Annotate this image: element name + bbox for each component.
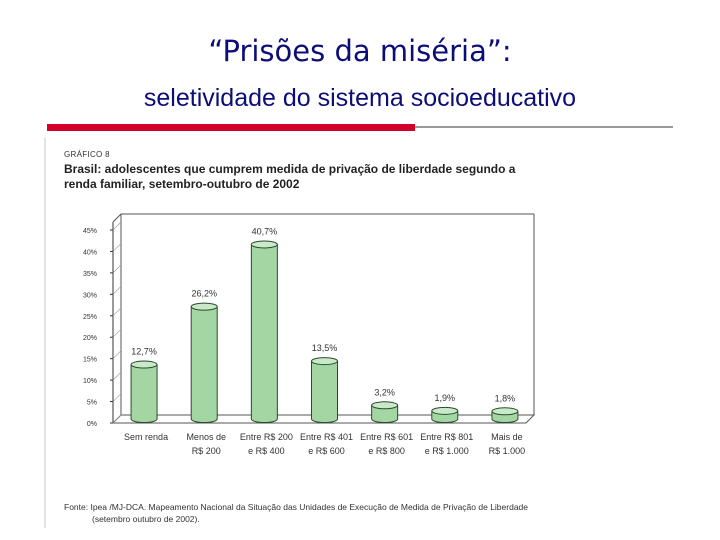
bar <box>190 306 218 423</box>
x-tick-label: e R$ 1.000 <box>425 446 469 456</box>
slide-title: “Prisões da miséria”: <box>208 34 512 68</box>
x-tick-label: Mais de <box>491 432 523 442</box>
y-tick-label: 5% <box>87 400 97 407</box>
x-tick-label: Entre R$ 200 <box>240 432 293 442</box>
y-tick-label: 20% <box>83 335 97 342</box>
bar <box>311 361 338 423</box>
y-tick-label: 40% <box>83 249 97 256</box>
x-tick-label: R$ 200 <box>192 446 221 456</box>
x-tick-label: Sem renda <box>124 432 168 442</box>
y-tick-label: 45% <box>83 228 97 235</box>
bar-top <box>371 401 399 410</box>
x-tick-label: e R$ 600 <box>308 446 345 456</box>
y-tick-depth <box>112 264 122 274</box>
figure-panel <box>50 138 678 528</box>
bar-top <box>431 406 459 415</box>
y-tick-label: 10% <box>83 378 97 385</box>
x-tick-label: Menos de <box>186 432 226 442</box>
y-tick-depth <box>112 307 122 316</box>
bar-top <box>190 302 218 311</box>
x-tick-label: Entre R$ 401 <box>300 432 353 442</box>
panel-edge-left <box>44 138 46 528</box>
x-tick-label: e R$ 400 <box>248 446 285 456</box>
data-label: 1,9% <box>435 393 456 403</box>
y-tick-label: 25% <box>83 314 97 321</box>
bar-top <box>130 360 158 369</box>
y-tick-label: 35% <box>83 271 97 278</box>
bar-top <box>311 357 338 366</box>
bar <box>371 405 399 423</box>
data-label: 1,8% <box>495 393 516 403</box>
y-tick-label: 15% <box>83 357 97 364</box>
source-line-1: Fonte: Ipea /MJ-DCA. Mapeamento Nacional… <box>64 502 529 512</box>
y-tick-depth <box>112 329 122 338</box>
plot-corner <box>112 213 122 223</box>
data-label: 40,7% <box>252 226 278 236</box>
y-tick-depth <box>112 371 122 381</box>
slide-subtitle: seletividade do sistema socioeducativo <box>143 84 577 112</box>
x-tick-label: R$ 1.000 <box>489 446 526 456</box>
data-label: 26,2% <box>191 289 217 299</box>
y-tick-depth <box>112 393 122 402</box>
x-tick-label: Entre R$ 601 <box>360 432 413 442</box>
bar-top <box>250 240 278 249</box>
x-tick-label: e R$ 800 <box>368 446 405 456</box>
bar <box>130 364 158 423</box>
data-label: 12,7% <box>131 347 157 357</box>
data-label: 3,2% <box>374 387 395 397</box>
y-tick-depth <box>112 350 122 359</box>
x-tick-label: Entre R$ 801 <box>420 432 473 442</box>
y-tick-depth <box>112 243 122 252</box>
data-label: 13,5% <box>312 343 338 353</box>
chart-title: Brasil: adolescentes que cumprem medida … <box>64 162 516 191</box>
y-tick-depth <box>112 286 122 295</box>
y-tick-label: 0% <box>87 421 97 428</box>
bar-top <box>491 407 519 416</box>
bar <box>250 244 278 423</box>
y-tick-depth <box>112 221 122 231</box>
source-line-2: (setembro outubro de 2002). <box>92 514 200 524</box>
title-rule-gray <box>415 126 673 128</box>
title-rule-red <box>47 124 415 131</box>
y-tick-depth <box>112 414 122 424</box>
figure-source: Fonte: Ipea /MJ-DCA. Mapeamento Nacional… <box>64 501 664 525</box>
figure-caption: GRÁFICO 8 <box>64 150 110 159</box>
y-tick-label: 30% <box>83 292 97 299</box>
